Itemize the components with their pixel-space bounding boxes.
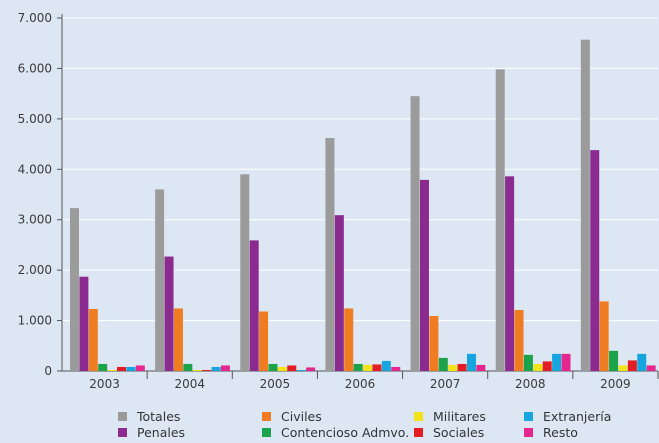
bar-resto-2009	[646, 365, 656, 371]
bar-sociales-2004	[202, 369, 212, 371]
legend-label-civiles: Civiles	[281, 409, 322, 424]
y-tick-label: 5.000	[18, 112, 52, 126]
bar-contencioso-admvo--2007	[438, 357, 448, 371]
bar-civiles-2004	[173, 308, 183, 371]
bar-militares-2009	[618, 365, 628, 371]
bar-contencioso-admvo--2003	[98, 363, 108, 371]
y-tick-label: 2.000	[18, 263, 52, 277]
y-tick-label: 4.000	[18, 162, 52, 176]
bar-totales-2007	[410, 96, 420, 372]
legend-swatch-extranjer-a	[524, 412, 533, 421]
bar-resto-2007	[476, 364, 486, 371]
legend-swatch-resto	[524, 428, 533, 437]
bar-contencioso-admvo--2008	[523, 354, 533, 371]
bar-contencioso-admvo--2009	[609, 350, 619, 371]
legend-label-militares: Militares	[433, 409, 486, 424]
bar-resto-2003	[135, 365, 145, 371]
legend-label-totales: Totales	[136, 409, 180, 424]
bar-sociales-2003	[117, 366, 126, 371]
bar-totales-2009	[580, 39, 590, 371]
x-tick-label: 2008	[515, 377, 546, 391]
bar-militares-2008	[533, 363, 543, 371]
bar-penales-2009	[590, 150, 600, 371]
legend-label-extranjer-a: Extranjería	[543, 409, 611, 424]
bar-resto-2008	[561, 353, 571, 371]
bar-sociales-2008	[542, 361, 552, 371]
bar-extranjer-a-2008	[552, 353, 562, 371]
bar-militares-2007	[448, 364, 458, 371]
bar-sociales-2005	[287, 365, 297, 371]
bar-totales-2006	[325, 138, 335, 371]
bar-extranjer-a-2004	[211, 366, 221, 371]
bar-extranjer-a-2007	[466, 353, 476, 371]
legend-swatch-militares	[414, 412, 423, 421]
legend-swatch-sociales	[414, 428, 423, 437]
legend-swatch-civiles	[262, 412, 271, 421]
bar-civiles-2009	[599, 301, 609, 371]
bar-militares-2003	[107, 369, 117, 371]
bar-extranjer-a-2003	[126, 366, 136, 371]
x-tick-label: 2007	[430, 377, 461, 391]
legend-label-penales: Penales	[137, 425, 185, 440]
y-tick-label: 1.000	[18, 314, 52, 328]
bar-penales-2004	[164, 256, 174, 371]
legend-swatch-totales	[118, 412, 127, 421]
x-tick-label: 2006	[345, 377, 376, 391]
x-tick-label: 2004	[174, 377, 205, 391]
bar-extranjer-a-2005	[296, 369, 306, 371]
legend-swatch-penales	[118, 428, 127, 437]
y-tick-label: 0	[44, 364, 52, 378]
bar-civiles-2007	[429, 316, 439, 371]
bar-contencioso-admvo--2004	[183, 363, 193, 371]
bar-civiles-2005	[259, 311, 269, 371]
y-tick-label: 6.000	[18, 61, 52, 75]
bar-civiles-2006	[344, 308, 354, 371]
bar-totales-2003	[70, 208, 79, 371]
bar-extranjer-a-2006	[381, 360, 391, 371]
legend-label-resto: Resto	[543, 425, 578, 440]
x-tick-label: 2009	[600, 377, 631, 391]
y-tick-label: 7.000	[18, 11, 52, 25]
x-tick-label: 2005	[260, 377, 291, 391]
bar-sociales-2006	[372, 364, 382, 371]
bar-totales-2004	[155, 189, 165, 371]
bar-resto-2004	[220, 365, 230, 371]
bar-civiles-2008	[514, 309, 524, 371]
bar-totales-2008	[495, 69, 505, 372]
bar-militares-2006	[363, 364, 373, 371]
legend-label-sociales: Sociales	[433, 425, 484, 440]
bar-militares-2005	[277, 366, 287, 371]
x-tick-label: 2003	[89, 377, 120, 391]
bar-contencioso-admvo--2006	[353, 363, 363, 371]
bar-totales-2005	[240, 174, 250, 371]
legend-swatch-contencioso-admvo-	[262, 428, 271, 437]
legend-label-contencioso-admvo-: Contencioso Admvo.	[281, 425, 409, 440]
bar-extranjer-a-2009	[637, 353, 647, 371]
bar-resto-2005	[306, 367, 316, 371]
bar-civiles-2003	[88, 308, 98, 371]
bar-penales-2006	[334, 215, 344, 371]
bar-penales-2005	[249, 240, 259, 371]
bar-resto-2006	[391, 366, 401, 371]
bar-sociales-2007	[457, 363, 467, 371]
bar-militares-2004	[192, 369, 202, 371]
bar-contencioso-admvo--2005	[268, 363, 278, 371]
bar-penales-2007	[419, 179, 429, 371]
bar-penales-2003	[79, 276, 89, 371]
y-tick-label: 3.000	[18, 213, 52, 227]
bar-sociales-2009	[627, 360, 637, 371]
bar-penales-2008	[505, 176, 515, 371]
